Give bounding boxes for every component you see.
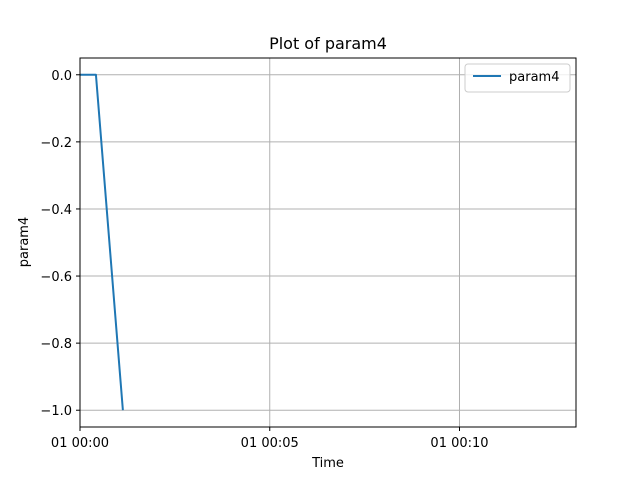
x-tick-label: 01 00:10 — [430, 436, 488, 451]
y-tick-label: −0.6 — [40, 270, 72, 285]
y-tick-label: −1.0 — [40, 404, 72, 419]
y-axis-label: param4 — [17, 217, 32, 267]
y-tick-label: 0.0 — [51, 69, 72, 84]
y-tick-label: −0.4 — [40, 203, 72, 218]
plot-area-frame — [79, 57, 577, 428]
legend-series-label: param4 — [509, 70, 559, 85]
y-axis-ticks: 0.0 −0.2 −0.4 −0.6 −0.8 −1.0 — [40, 69, 80, 419]
y-tick-label: −0.2 — [40, 136, 72, 151]
series-layer — [80, 73, 124, 411]
y-tick-label: −0.8 — [40, 337, 72, 352]
x-tick-label: 01 00:00 — [51, 436, 109, 451]
x-axis-label: Time — [311, 456, 344, 471]
legend-box — [464, 63, 571, 93]
legend: param4 — [464, 63, 571, 93]
x-tick-label: 01 00:05 — [241, 436, 299, 451]
series-line-param4 — [80, 73, 124, 411]
x-axis-ticks: 01 00:00 01 00:05 01 00:10 — [51, 427, 489, 451]
chart-title: Plot of param4 — [269, 34, 387, 53]
